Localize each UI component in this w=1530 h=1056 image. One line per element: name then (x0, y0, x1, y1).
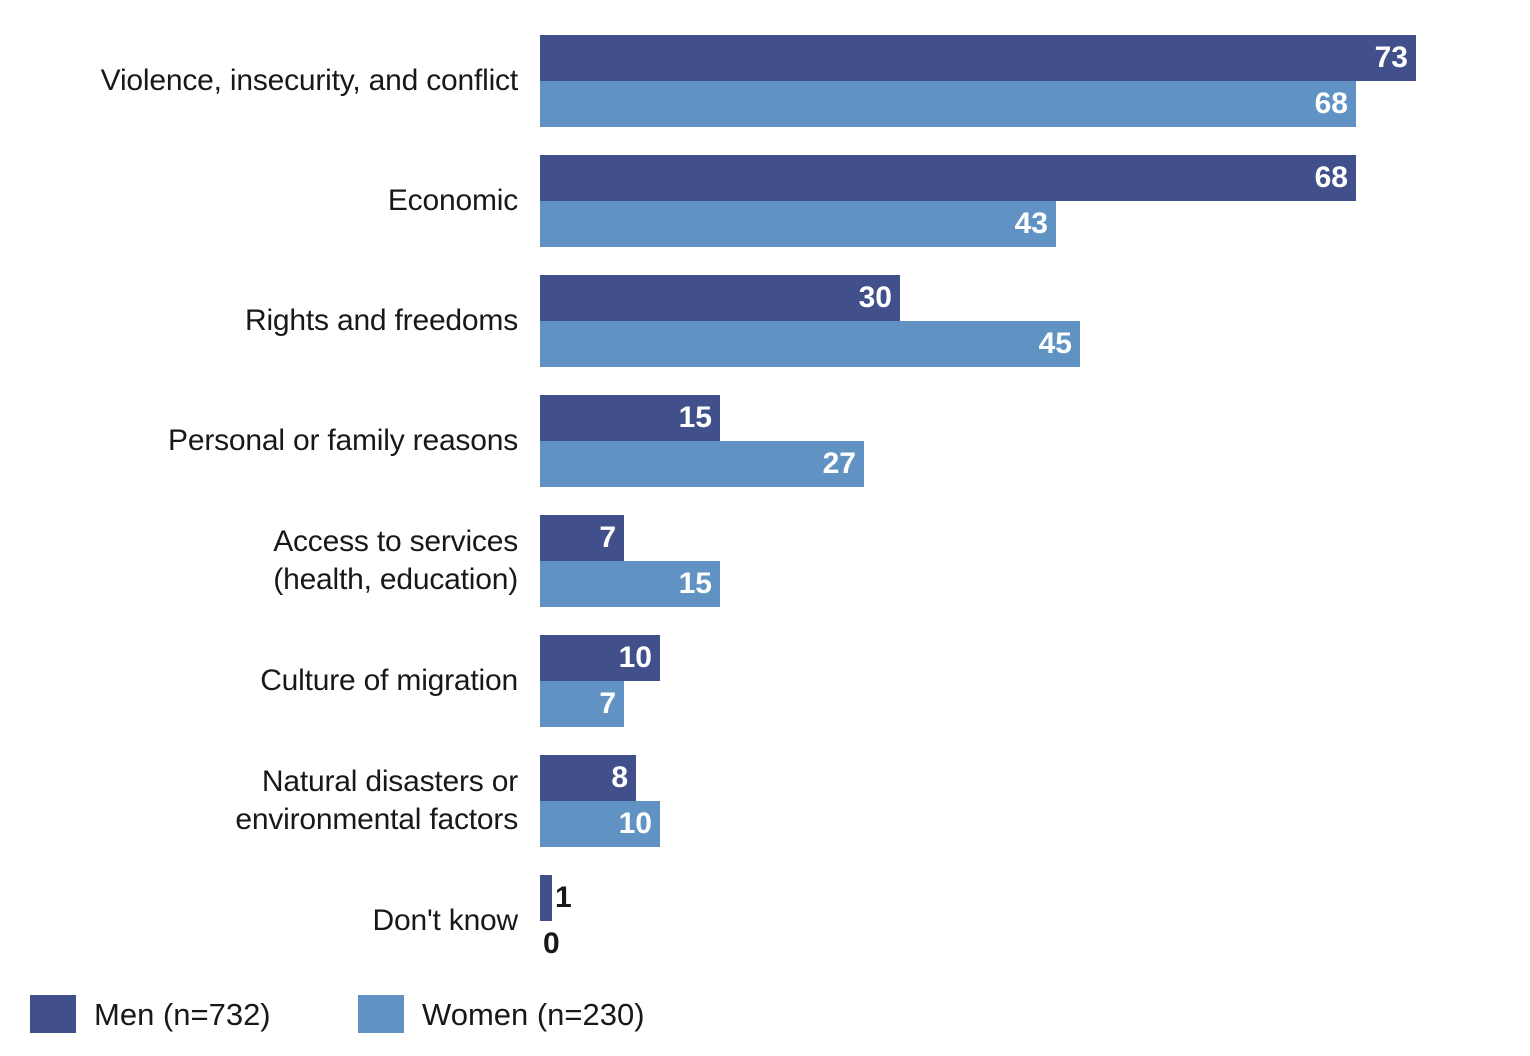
chart-row: Violence, insecurity, and conflict 73 68 (0, 35, 1530, 127)
bar-women[interactable]: 45 (540, 321, 1080, 367)
chart-plot-area: Violence, insecurity, and conflict 73 68 Ec… (0, 35, 1530, 967)
bar-value-label: 43 (1014, 207, 1048, 240)
bar-value-label: 10 (618, 807, 652, 840)
bar-value-label: 8 (611, 761, 628, 794)
bar-women[interactable]: 7 (540, 681, 624, 727)
bar-men[interactable]: 1 (540, 875, 572, 921)
bar-men[interactable]: 10 (540, 635, 660, 681)
category-label: Access to services (health, education) (273, 525, 518, 596)
chart-row: Economic 68 43 (0, 155, 1530, 247)
bar-value-label: 10 (618, 641, 652, 674)
category-label: Don't know (372, 904, 519, 937)
chart-row: Access to services (health, education) 7 1… (0, 515, 1530, 607)
chart-row: Don't know 1 0 (0, 875, 1530, 967)
bar-men[interactable]: 30 (540, 275, 900, 321)
bar-value-label: 1 (555, 881, 572, 914)
bar-value-label: 7 (599, 687, 616, 720)
bar-women[interactable]: 10 (540, 801, 660, 847)
bar-group: 8 10 (540, 755, 660, 847)
bar-value-label: 30 (858, 281, 892, 314)
bar-value-label: 45 (1038, 327, 1072, 360)
legend-item[interactable]: Women (n=230) (358, 995, 645, 1033)
bar-men[interactable]: 73 (540, 35, 1416, 81)
bar-value-label: 73 (1374, 41, 1408, 74)
bar-value-label: 7 (599, 521, 616, 554)
bar-men[interactable]: 8 (540, 755, 636, 801)
bar-women[interactable]: 27 (540, 441, 864, 487)
bar-value-label: 15 (678, 401, 712, 434)
chart-legend: Men (n=732) Women (n=230) (0, 995, 1530, 1045)
bar-men[interactable]: 68 (540, 155, 1356, 201)
category-label: Culture of migration (260, 664, 518, 697)
bar-value-label: 0 (543, 927, 560, 960)
bar-value-label: 27 (822, 447, 856, 480)
legend-swatch-women (358, 995, 404, 1033)
bar-group: 15 27 (540, 395, 864, 487)
chart-row: Natural disasters or environmental facto… (0, 755, 1530, 847)
bar-women[interactable]: 68 (540, 81, 1356, 127)
bar-group: 73 68 (540, 35, 1416, 127)
category-label: Violence, insecurity, and conflict (100, 64, 519, 97)
chart-row: Culture of migration 10 7 (0, 635, 1530, 727)
chart-row: Rights and freedoms 30 45 (0, 275, 1530, 367)
bar-group: 30 45 (540, 275, 1080, 367)
bar-group: 7 15 (540, 515, 720, 607)
bar-group: 10 7 (540, 635, 660, 727)
category-label: Economic (387, 184, 518, 217)
bar-men[interactable]: 7 (540, 515, 624, 561)
category-label: Personal or family reasons (168, 424, 518, 457)
bar-value-label: 68 (1314, 87, 1348, 120)
chart-row: Personal or family reasons 15 27 (0, 395, 1530, 487)
bar-value-label: 68 (1314, 161, 1348, 194)
bar-group: 68 43 (540, 155, 1356, 247)
bar-value-label: 15 (678, 567, 712, 600)
legend-label: Women (n=230) (422, 996, 645, 1032)
legend-label: Men (n=732) (94, 996, 271, 1032)
bar-men[interactable]: 15 (540, 395, 720, 441)
legend-swatch-men (30, 995, 76, 1033)
bar-women[interactable]: 43 (540, 201, 1056, 247)
category-label: Natural disasters or environmental facto… (235, 765, 518, 836)
legend-item[interactable]: Men (n=732) (30, 995, 271, 1033)
category-label: Rights and freedoms (244, 304, 518, 337)
bar-women[interactable]: 15 (540, 561, 720, 607)
